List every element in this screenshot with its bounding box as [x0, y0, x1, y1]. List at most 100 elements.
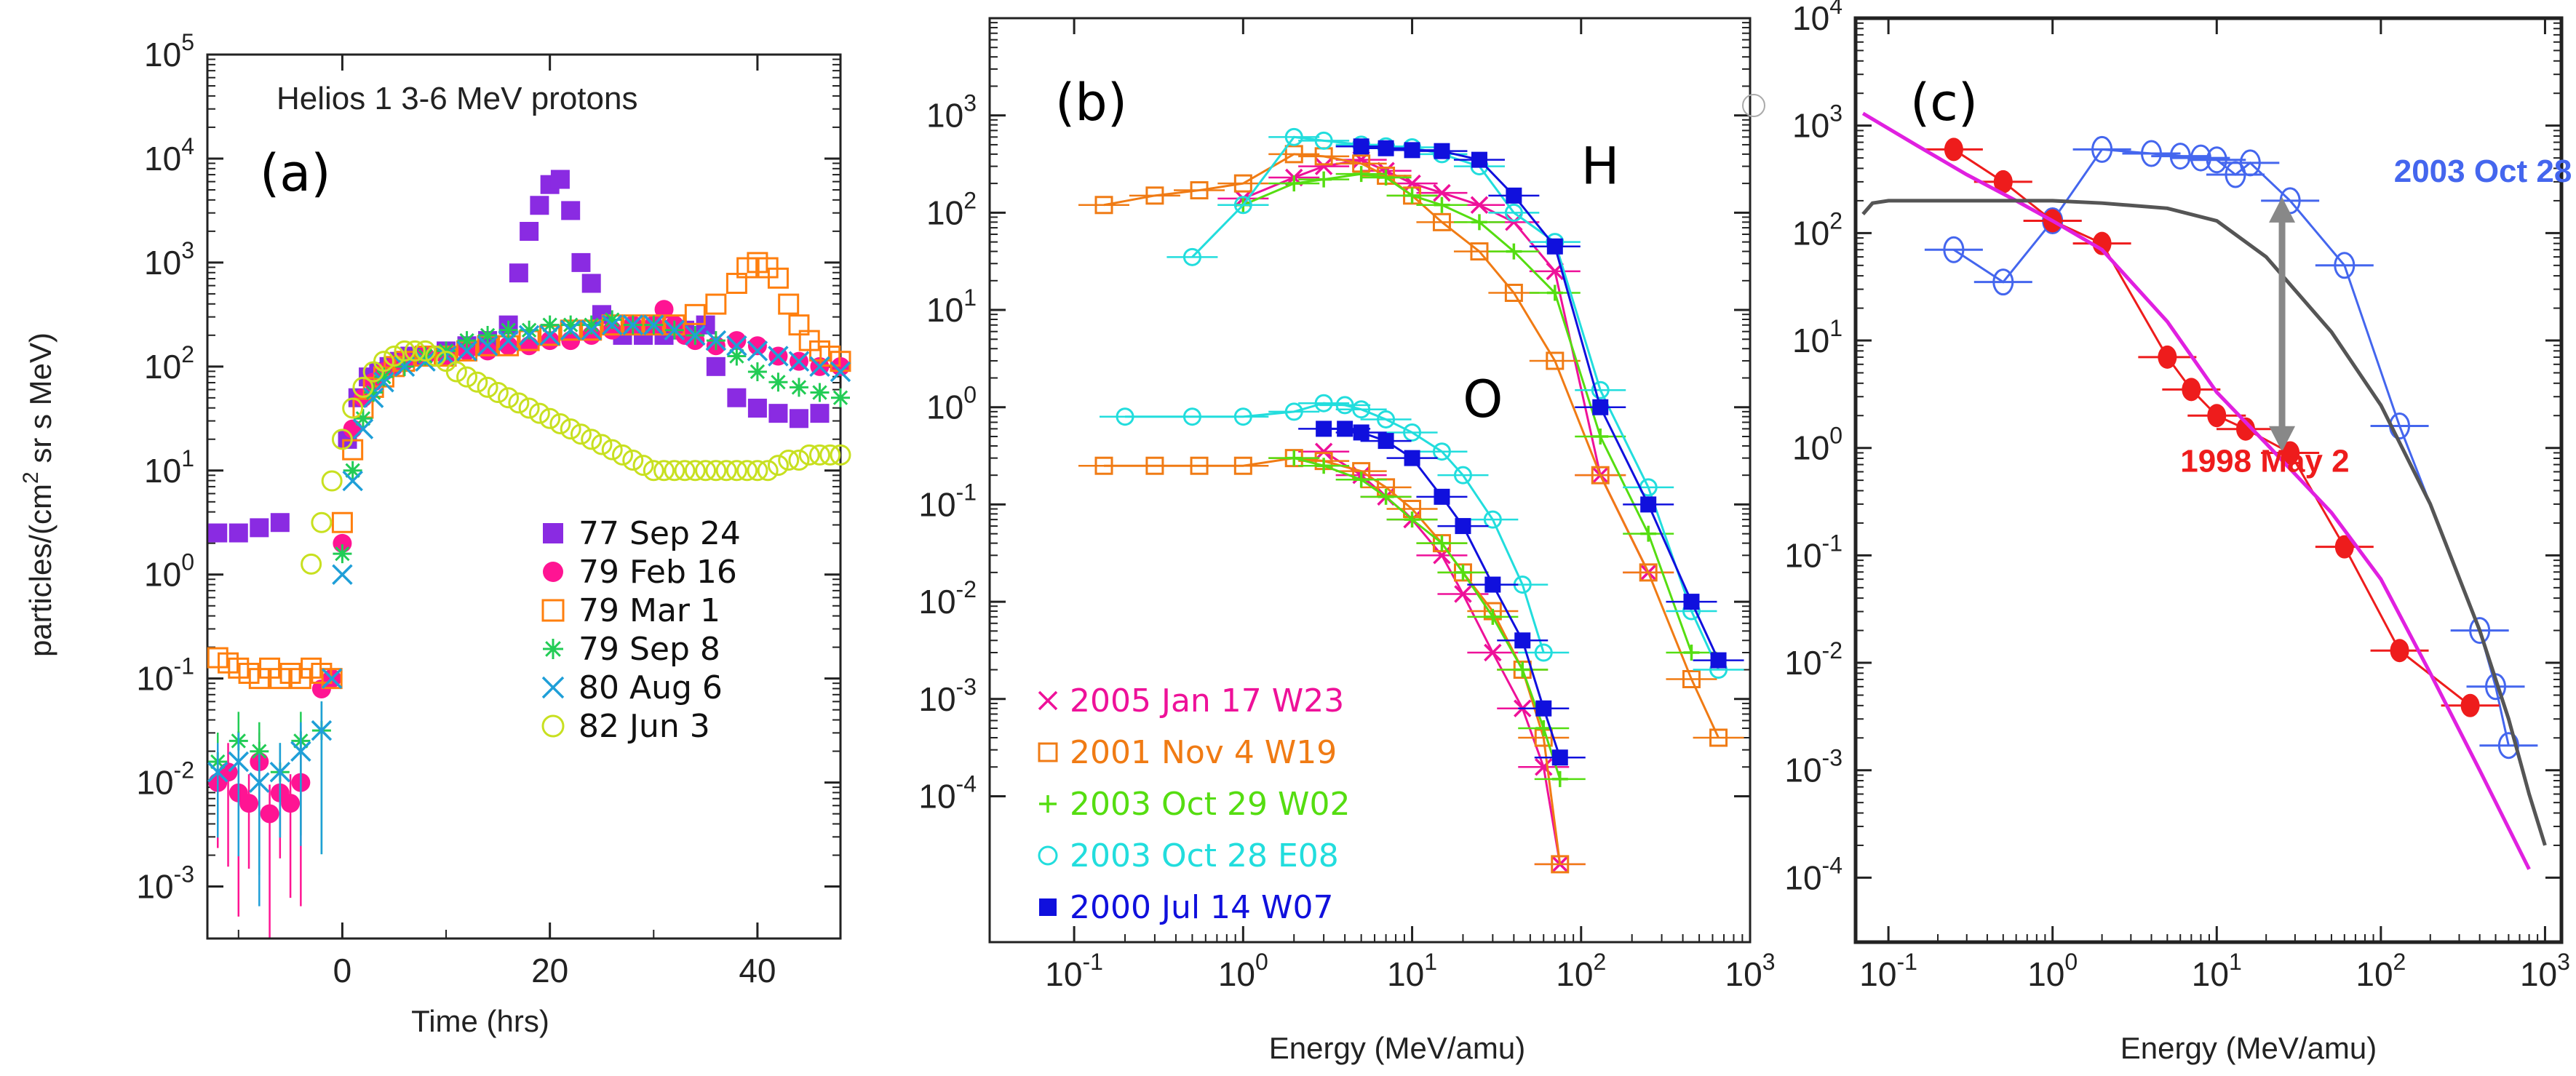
panel-a-ytick-label: 10-1: [136, 653, 194, 698]
data-point: [2190, 144, 2211, 172]
data-point: [1116, 407, 1134, 426]
data-point: [1432, 212, 1451, 231]
data-point: [1286, 450, 1303, 466]
data-point: [540, 315, 560, 335]
panel-c-ytick-label: 103: [1792, 100, 1842, 145]
data-point: [1453, 466, 1472, 485]
data-point: [674, 460, 696, 482]
panel-b-ytick-label: 10-3: [918, 674, 977, 718]
stray-circle-mark: [1742, 94, 1765, 117]
data-point: [1484, 576, 1501, 593]
data-point: [570, 423, 592, 445]
data-point: [2390, 639, 2409, 663]
data-point: [445, 361, 467, 383]
data-point: [2281, 441, 2300, 465]
panel-a-ticks: 105 104 103 102 101 100 10-1 10-2 10-3 0 20 40: [136, 29, 840, 989]
legend-label: 82 Jun 3: [579, 708, 710, 745]
data-point: [561, 201, 581, 220]
legend-label: 79 Sep 8: [579, 631, 720, 668]
panel-c-ytick-label: 10-4: [1784, 852, 1842, 896]
data-point: [601, 439, 623, 461]
data-point: [1284, 145, 1303, 164]
data-point: [706, 356, 726, 376]
data-point: [747, 362, 767, 381]
data-point: [498, 330, 519, 351]
data-point: [331, 511, 353, 533]
panel-c-xtick-label: 100: [2027, 949, 2078, 993]
data-point: [353, 409, 373, 429]
series-c-3: [1861, 199, 2547, 846]
panel-c-xtick-label: 103: [2520, 949, 2570, 993]
panel-c: 104 103 102 101 100 10-1 10-2 10-3 10-4 10-1 100 10…: [1742, 0, 2572, 1065]
data-point: [332, 564, 353, 585]
legend-label: 80 Aug 6: [579, 669, 723, 706]
data-point: [581, 315, 601, 335]
data-point: [653, 460, 675, 482]
data-point: [768, 372, 788, 392]
panel-a-ytick-label: 10-3: [136, 861, 194, 906]
data-point: [498, 320, 518, 340]
data-point: [1514, 661, 1531, 678]
data-point: [747, 460, 768, 482]
data-point: [664, 319, 685, 341]
data-point: [581, 429, 603, 450]
legend-marker: [1038, 845, 1058, 866]
data-point: [831, 388, 850, 407]
data-point: [352, 376, 374, 398]
data-point: [1471, 151, 1487, 168]
data-point: [478, 325, 498, 345]
data-point: [2497, 732, 2519, 760]
data-point: [1683, 645, 1700, 661]
data-point: [2334, 535, 2354, 559]
data-point: [561, 315, 581, 335]
data-point: [1316, 171, 1332, 188]
data-point: [810, 383, 830, 402]
data-point: [809, 356, 830, 378]
data-point: [1378, 488, 1394, 505]
data-point: [2206, 146, 2227, 174]
legend-marker: [543, 562, 563, 582]
data-point: [643, 314, 664, 335]
data-point: [1546, 238, 1563, 255]
data-point: [695, 460, 717, 482]
panel-b-x-label: Energy (MeV/amu): [1269, 1031, 1525, 1065]
data-point: [364, 383, 383, 402]
data-point: [736, 460, 758, 482]
data-point: [228, 523, 248, 543]
data-point: [808, 444, 830, 466]
data-point: [1455, 564, 1471, 581]
panel-c-xtick-label: 101: [2192, 949, 2242, 993]
data-point: [1404, 450, 1420, 466]
data-point: [747, 336, 767, 356]
data-point: [415, 340, 437, 362]
data-point: [394, 340, 416, 362]
legend-label: 2000 Jul 14 W07: [1070, 889, 1334, 926]
panel-c-ytick-label: 10-2: [1784, 637, 1842, 682]
panel-a-xtick-label: 20: [531, 952, 568, 989]
data-point: [290, 741, 311, 762]
data-point: [1546, 284, 1563, 301]
data-point: [767, 267, 789, 289]
data-point: [1378, 170, 1394, 186]
data-point: [1484, 643, 1502, 662]
panel-c-ytick-label: 102: [1792, 207, 1842, 252]
data-point: [1993, 170, 2013, 194]
data-point: [321, 668, 343, 689]
data-point: [1592, 428, 1609, 445]
data-point: [1353, 471, 1370, 488]
data-point: [352, 418, 374, 439]
data-point: [487, 382, 509, 404]
data-point: [2207, 404, 2227, 428]
data-point: [798, 444, 820, 466]
data-point: [603, 310, 622, 330]
data-point: [373, 351, 394, 372]
data-point: [581, 319, 602, 341]
data-point: [1353, 138, 1370, 155]
panel-a-ytick-label: 104: [144, 133, 194, 178]
series-line: [1242, 159, 1650, 573]
data-point: [1546, 351, 1565, 370]
data-point: [1233, 456, 1252, 475]
data-point: [685, 324, 706, 346]
panel-c-ytick-label: 104: [1792, 0, 1842, 37]
